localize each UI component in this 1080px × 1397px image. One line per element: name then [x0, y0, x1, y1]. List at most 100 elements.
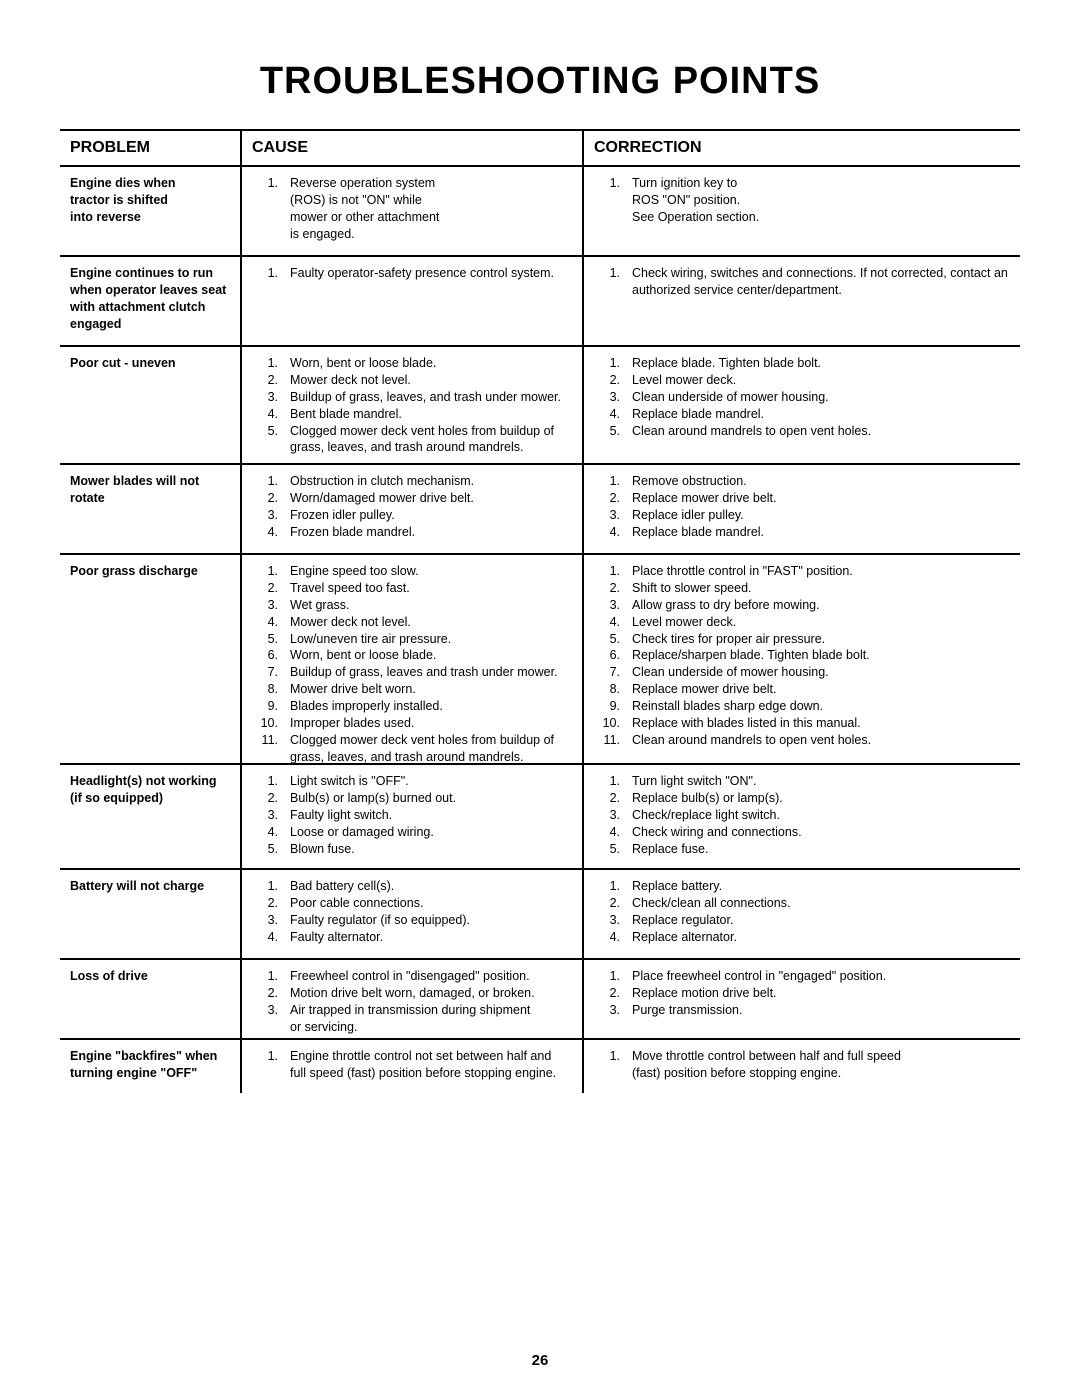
list-item: 4.Bent blade mandrel. — [252, 406, 572, 423]
problem-text: Loss of drive — [70, 968, 230, 985]
list-item: 2.Mower deck not level. — [252, 372, 572, 389]
list-item: 5.Blown fuse. — [252, 841, 572, 858]
list-number: 5. — [252, 841, 282, 858]
list-text: Motion drive belt worn, damaged, or brok… — [282, 985, 572, 1002]
list: 1.Bad battery cell(s).2.Poor cable conne… — [252, 878, 572, 946]
list-number: 1. — [252, 175, 282, 192]
list-number: 5. — [594, 423, 624, 440]
cause-cell: 1.Light switch is "OFF".2.Bulb(s) or lam… — [242, 763, 582, 868]
list-item: 1.Engine speed too slow. — [252, 563, 572, 580]
list-item: 3.Clean underside of mower housing. — [594, 389, 1010, 406]
list-item: 4.Frozen blade mandrel. — [252, 524, 572, 541]
list-item: 1.Replace battery. — [594, 878, 1010, 895]
list-number: 10. — [252, 715, 282, 732]
list-item: 2.Worn/damaged mower drive belt. — [252, 490, 572, 507]
list-item: 6.Worn, bent or loose blade. — [252, 647, 572, 664]
list-item: 1.Remove obstruction. — [594, 473, 1010, 490]
page-number: 26 — [0, 1352, 1080, 1369]
problem-cell: Mower blades will not rotate — [60, 463, 240, 553]
cause-cell: 1.Faulty operator-safety presence contro… — [242, 255, 582, 345]
list-text: Move throttle control between half and f… — [624, 1048, 1010, 1082]
problem-text: Engine dies when tractor is shifted into… — [70, 175, 230, 226]
list-number: 10. — [594, 715, 624, 732]
list-text: Obstruction in clutch mechanism. — [282, 473, 572, 490]
list-item: 3.Faulty regulator (if so equipped). — [252, 912, 572, 929]
list-number: 6. — [594, 647, 624, 664]
correction-cell: 1.Place throttle control in "FAST" posit… — [584, 553, 1020, 763]
list-text: Worn/damaged mower drive belt. — [282, 490, 572, 507]
list-text: Remove obstruction. — [624, 473, 1010, 490]
list-text: Loose or damaged wiring. — [282, 824, 572, 841]
problem-text: Battery will not charge — [70, 878, 230, 895]
list-number: 4. — [252, 929, 282, 946]
list-number: 1. — [594, 773, 624, 790]
list-number: 1. — [594, 175, 624, 192]
list: 1.Freewheel control in "disengaged" posi… — [252, 968, 572, 1036]
column-cause: CAUSE 1.Reverse operation system (ROS) i… — [240, 131, 582, 1093]
list-item: 4.Replace blade mandrel. — [594, 524, 1010, 541]
column-correction: CORRECTION 1.Turn ignition key to ROS "O… — [582, 131, 1020, 1093]
list-number: 2. — [594, 372, 624, 389]
list-number: 8. — [252, 681, 282, 698]
cause-cell: 1.Worn, bent or loose blade.2.Mower deck… — [242, 345, 582, 463]
list-text: Buildup of grass, leaves, and trash unde… — [282, 389, 572, 406]
list: 1.Engine speed too slow.2.Travel speed t… — [252, 563, 572, 763]
list-item: 3.Wet grass. — [252, 597, 572, 614]
correction-cell: 1.Replace blade. Tighten blade bolt.2.Le… — [584, 345, 1020, 463]
list-number: 2. — [252, 790, 282, 807]
list-number: 3. — [594, 1002, 624, 1019]
troubleshooting-table: PROBLEM Engine dies when tractor is shif… — [60, 129, 1020, 1093]
list-item: 1.Turn light switch "ON". — [594, 773, 1010, 790]
list: 1.Light switch is "OFF".2.Bulb(s) or lam… — [252, 773, 572, 857]
list-number: 1. — [252, 968, 282, 985]
correction-cell: 1.Replace battery.2.Check/clean all conn… — [584, 868, 1020, 958]
list-item: 8.Mower drive belt worn. — [252, 681, 572, 698]
problem-text: Mower blades will not rotate — [70, 473, 230, 507]
list-item: 8.Replace mower drive belt. — [594, 681, 1010, 698]
list-number: 3. — [594, 597, 624, 614]
list-item: 5.Clean around mandrels to open vent hol… — [594, 423, 1010, 440]
list-number: 11. — [594, 732, 624, 749]
list-item: 1.Replace blade. Tighten blade bolt. — [594, 355, 1010, 372]
cause-cell: 1.Engine throttle control not set betwee… — [242, 1038, 582, 1093]
list-number: 2. — [594, 790, 624, 807]
list-number: 3. — [594, 912, 624, 929]
list-text: Mower drive belt worn. — [282, 681, 572, 698]
list-text: Replace blade. Tighten blade bolt. — [624, 355, 1010, 372]
list-item: 1.Obstruction in clutch mechanism. — [252, 473, 572, 490]
list-text: Replace with blades listed in this manua… — [624, 715, 1010, 732]
list-number: 9. — [594, 698, 624, 715]
list-text: Poor cable connections. — [282, 895, 572, 912]
list-number: 2. — [252, 372, 282, 389]
list-number: 2. — [594, 985, 624, 1002]
problem-text: Engine continues to run when operator le… — [70, 265, 230, 333]
list-number: 4. — [594, 406, 624, 423]
list-item: 1.Freewheel control in "disengaged" posi… — [252, 968, 572, 985]
list-number: 5. — [252, 423, 282, 440]
list: 1.Turn light switch "ON".2.Replace bulb(… — [594, 773, 1010, 857]
list: 1.Move throttle control between half and… — [594, 1048, 1010, 1082]
cause-cell: 1.Bad battery cell(s).2.Poor cable conne… — [242, 868, 582, 958]
problem-cell: Engine dies when tractor is shifted into… — [60, 165, 240, 255]
list-text: Mower deck not level. — [282, 372, 572, 389]
list-number: 2. — [594, 895, 624, 912]
list-text: Clogged mower deck vent holes from build… — [282, 423, 572, 457]
list-text: Shift to slower speed. — [624, 580, 1010, 597]
list-number: 1. — [252, 1048, 282, 1065]
list-item: 11.Clean around mandrels to open vent ho… — [594, 732, 1010, 749]
list-text: Level mower deck. — [624, 614, 1010, 631]
list: 1.Engine throttle control not set betwee… — [252, 1048, 572, 1082]
list-number: 2. — [252, 895, 282, 912]
list-text: Faulty regulator (if so equipped). — [282, 912, 572, 929]
list-text: Replace regulator. — [624, 912, 1010, 929]
list-number: 3. — [594, 807, 624, 824]
list-text: Faulty alternator. — [282, 929, 572, 946]
list-text: Bent blade mandrel. — [282, 406, 572, 423]
cause-cell: 1.Reverse operation system (ROS) is not … — [242, 165, 582, 255]
list-item: 7.Buildup of grass, leaves and trash und… — [252, 664, 572, 681]
problem-cell: Poor grass discharge — [60, 553, 240, 763]
list: 1.Place throttle control in "FAST" posit… — [594, 563, 1010, 749]
problem-text: Poor grass discharge — [70, 563, 230, 580]
list-item: 1.Engine throttle control not set betwee… — [252, 1048, 572, 1082]
list-item: 5.Low/uneven tire air pressure. — [252, 631, 572, 648]
